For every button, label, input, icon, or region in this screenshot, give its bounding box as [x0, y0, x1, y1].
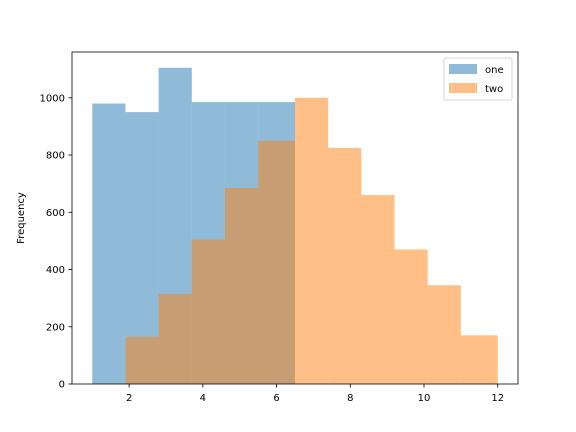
x-tick-label: 12: [491, 393, 504, 404]
legend-swatch-two: [449, 83, 477, 93]
bar-two-1: [158, 293, 192, 384]
axes-frame: [71, 51, 519, 385]
y-tick-label: 800: [46, 151, 65, 162]
legend-label-one: one: [485, 65, 504, 76]
y-tick-label: 200: [46, 322, 65, 333]
y-axis-label: Frequency: [16, 192, 27, 244]
x-tick-label: 10: [418, 393, 431, 404]
x-tick-label: 4: [200, 393, 206, 404]
plot-area: 2 4 6 8 10 12 0 200 400 600 800 1000: [40, 51, 519, 404]
bar-two-4: [258, 140, 295, 384]
legend-label-two: two: [485, 84, 503, 95]
bar-two-2: [191, 239, 225, 384]
bar-two-10: [460, 335, 498, 384]
bar-two-3: [224, 187, 259, 384]
legend-swatch-one: [449, 64, 477, 74]
bar-two-7: [361, 195, 395, 384]
y-tick-label: 0: [59, 380, 65, 391]
bar-two-9: [427, 285, 461, 384]
y-tick-label: 600: [46, 208, 65, 219]
y-axis-ticks: 0 200 400 600 800 1000: [40, 93, 72, 391]
bar-two-6: [328, 147, 362, 384]
bar-two-5: [295, 97, 329, 384]
bars-layer: [92, 67, 498, 385]
y-tick-label: 400: [46, 265, 65, 276]
bar-two-8: [394, 249, 428, 384]
legend: one two: [443, 57, 513, 101]
x-tick-label: 8: [347, 393, 353, 404]
bar-one-0: [92, 103, 126, 385]
x-axis-ticks: 2 4 6 8 10 12: [126, 384, 504, 404]
bar-two-0: [125, 336, 159, 384]
x-tick-label: 2: [126, 393, 132, 404]
y-tick-label: 1000: [40, 93, 65, 104]
x-tick-label: 6: [273, 393, 279, 404]
